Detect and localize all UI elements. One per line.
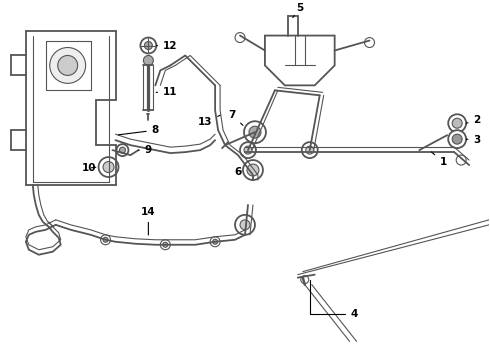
Circle shape — [306, 146, 314, 154]
Circle shape — [247, 164, 259, 176]
Text: 7: 7 — [228, 110, 243, 125]
Circle shape — [456, 155, 466, 165]
Circle shape — [145, 41, 152, 50]
Text: 13: 13 — [198, 115, 220, 127]
Circle shape — [243, 160, 263, 180]
Text: 5: 5 — [293, 3, 303, 18]
Circle shape — [213, 239, 218, 244]
Circle shape — [141, 37, 156, 54]
Circle shape — [144, 55, 153, 66]
Circle shape — [240, 220, 250, 230]
Circle shape — [98, 157, 119, 177]
Circle shape — [117, 144, 128, 156]
Polygon shape — [265, 36, 335, 85]
Circle shape — [100, 235, 111, 245]
Text: 10: 10 — [81, 163, 96, 173]
Text: 11: 11 — [156, 87, 177, 97]
Circle shape — [58, 55, 77, 75]
Circle shape — [452, 118, 462, 128]
Circle shape — [235, 215, 255, 235]
Circle shape — [249, 126, 261, 138]
Text: 1: 1 — [431, 152, 447, 167]
Circle shape — [240, 142, 256, 158]
Circle shape — [301, 276, 309, 284]
Circle shape — [448, 130, 466, 148]
Circle shape — [244, 121, 266, 143]
Circle shape — [448, 114, 466, 132]
Text: 8: 8 — [118, 125, 159, 135]
Circle shape — [50, 48, 86, 84]
Text: 14: 14 — [141, 207, 156, 235]
Text: 12: 12 — [156, 41, 177, 50]
Circle shape — [120, 147, 125, 153]
Text: 4: 4 — [310, 280, 358, 319]
Circle shape — [103, 162, 114, 172]
Text: 2: 2 — [466, 115, 481, 125]
Circle shape — [210, 237, 220, 247]
Circle shape — [452, 134, 462, 144]
Circle shape — [302, 142, 318, 158]
Text: 9: 9 — [138, 145, 152, 155]
Circle shape — [103, 237, 108, 242]
Text: 3: 3 — [466, 135, 481, 145]
Circle shape — [235, 32, 245, 42]
Circle shape — [163, 242, 168, 247]
Circle shape — [365, 37, 374, 48]
Text: 6: 6 — [234, 167, 242, 177]
Circle shape — [244, 146, 252, 154]
Circle shape — [160, 240, 171, 250]
